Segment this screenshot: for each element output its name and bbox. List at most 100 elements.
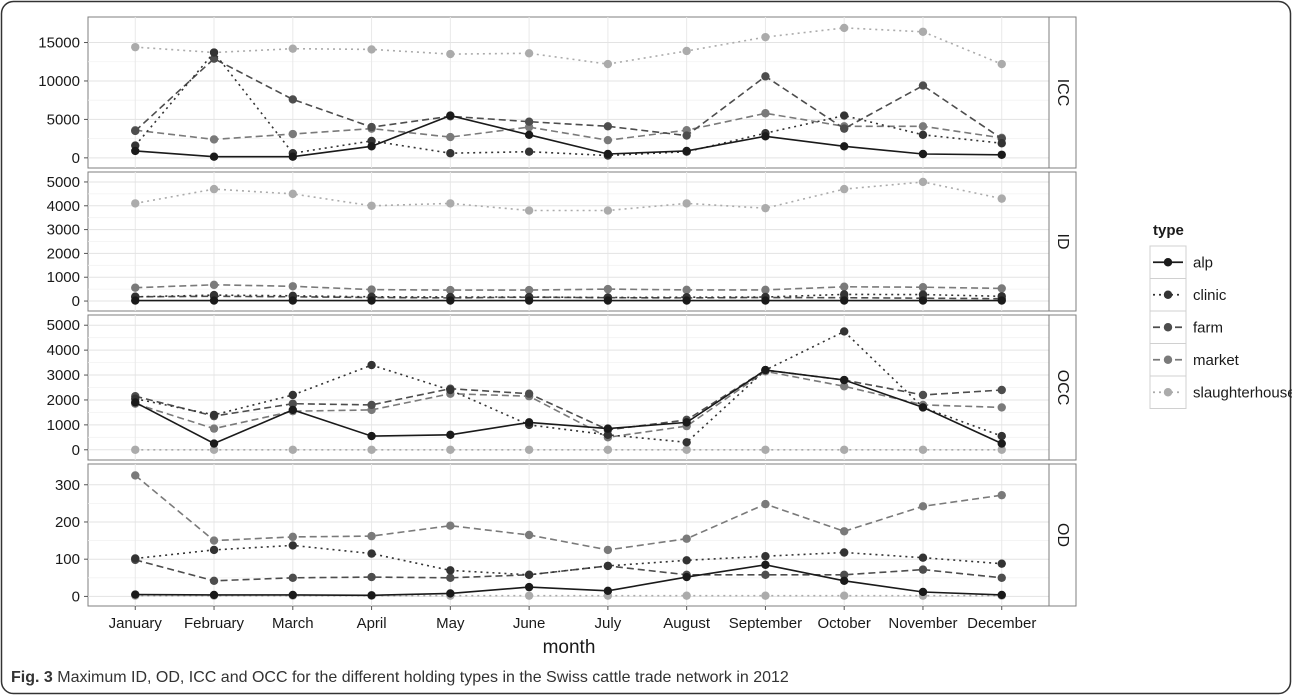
y-tick-label: 5000 <box>47 111 80 128</box>
data-point-clinic <box>288 390 298 400</box>
data-point-clinic <box>603 561 613 571</box>
data-point-alp <box>761 296 770 305</box>
legend-marker-slaughterhouse <box>1163 388 1173 397</box>
series-line-alp <box>135 114 1002 158</box>
series-line-farm <box>135 369 1002 431</box>
data-point-alp <box>288 152 298 161</box>
panel-occ: 0 1000 2000 3000 4000 5000 OCC <box>47 314 1077 461</box>
data-point-alp <box>209 296 219 305</box>
data-point-slaughterhouse <box>524 206 534 215</box>
data-point-market <box>918 283 928 292</box>
y-tick-label: 4000 <box>47 198 80 215</box>
data-point-slaughterhouse <box>446 49 455 59</box>
data-point-clinic <box>839 548 849 557</box>
data-point-clinic <box>682 438 691 447</box>
data-point-farm <box>603 122 613 131</box>
data-point-market <box>682 534 691 543</box>
data-point-clinic <box>603 430 613 440</box>
data-point-alp <box>997 590 1006 600</box>
data-point-market <box>839 527 849 536</box>
series-line-market <box>135 112 1002 142</box>
data-point-slaughterhouse <box>603 445 613 454</box>
y-tick-label: 200 <box>55 514 80 531</box>
data-point-slaughterhouse <box>131 199 140 208</box>
data-point-farm <box>761 570 770 580</box>
series-line-slaughterhouse <box>135 27 1003 65</box>
data-point-farm <box>918 565 928 574</box>
data-point-market <box>761 109 770 118</box>
series-line-market <box>135 370 1002 439</box>
x-tick-label: August <box>663 615 711 632</box>
y-tick-label: 0 <box>72 588 80 605</box>
data-point-slaughterhouse <box>839 184 849 194</box>
data-point-alp <box>603 586 613 596</box>
series-line-clinic <box>135 544 1002 576</box>
data-point-market <box>524 530 534 540</box>
data-point-clinic <box>918 553 928 562</box>
data-point-alp <box>131 590 140 599</box>
data-point-alp <box>446 111 455 120</box>
data-point-market <box>761 499 770 509</box>
data-point-farm <box>839 124 849 133</box>
data-point-clinic <box>839 290 849 299</box>
series-line-market <box>134 474 1002 551</box>
data-point-slaughterhouse <box>997 59 1006 69</box>
figure-caption: Fig. 3 Maximum ID, OD, ICC and OCC for t… <box>11 669 789 687</box>
data-point-farm <box>209 576 219 585</box>
data-point-market <box>446 285 455 295</box>
series-line-farm <box>135 559 1002 582</box>
data-point-market <box>209 280 219 290</box>
data-point-market <box>446 132 455 142</box>
data-point-alp <box>918 403 928 412</box>
data-point-clinic <box>524 570 534 580</box>
data-point-clinic <box>367 549 376 558</box>
series-line-farm <box>134 57 1003 140</box>
data-point-alp <box>524 582 534 592</box>
data-point-slaughterhouse <box>682 46 691 56</box>
data-point-alp <box>839 296 849 305</box>
data-point-market <box>603 135 613 145</box>
data-point-slaughterhouse <box>997 194 1006 203</box>
data-point-market <box>682 285 691 295</box>
panel-id: 0 1000 2000 3000 4000 5000 ID <box>47 171 1077 312</box>
y-tick-label: 2000 <box>47 245 80 262</box>
data-point-clinic <box>367 360 376 370</box>
data-point-alp <box>131 296 140 305</box>
facet-strip <box>1048 463 1077 607</box>
panel-background <box>87 16 1050 169</box>
data-point-clinic <box>682 556 691 565</box>
plot-layer: 050001000015000ICC010002000300040005000I… <box>38 16 1077 632</box>
data-point-slaughterhouse <box>997 445 1006 454</box>
legend-label-market: market <box>1193 352 1240 369</box>
facet-label-occ: OCC <box>1054 370 1071 406</box>
data-point-slaughterhouse <box>367 445 376 454</box>
data-point-market <box>603 284 613 294</box>
data-point-farm <box>288 95 298 104</box>
data-point-alp <box>209 439 219 448</box>
legend-marker-alp <box>1163 258 1173 267</box>
data-point-market <box>288 532 298 542</box>
y-tick-label: 3000 <box>47 222 80 239</box>
data-point-alp <box>682 572 691 582</box>
data-point-slaughterhouse <box>839 591 849 600</box>
y-tick-label: 10000 <box>38 73 80 90</box>
data-point-alp <box>839 576 849 585</box>
facet-label-id: ID <box>1054 234 1071 250</box>
data-point-farm <box>131 126 140 136</box>
x-tick-label: December <box>967 615 1036 632</box>
x-tick-label: March <box>272 615 314 632</box>
data-point-slaughterhouse <box>918 27 928 36</box>
data-point-alp <box>367 296 376 305</box>
data-point-alp <box>761 365 770 375</box>
data-point-market <box>131 471 140 480</box>
data-point-slaughterhouse <box>761 203 770 213</box>
data-point-clinic <box>918 290 928 299</box>
data-point-alp <box>682 146 691 156</box>
data-point-market <box>446 521 455 530</box>
data-point-farm <box>367 400 376 410</box>
data-point-market <box>209 424 219 433</box>
facet-label-icc: ICC <box>1054 79 1071 107</box>
data-point-farm <box>367 122 376 132</box>
data-point-clinic <box>524 147 534 156</box>
